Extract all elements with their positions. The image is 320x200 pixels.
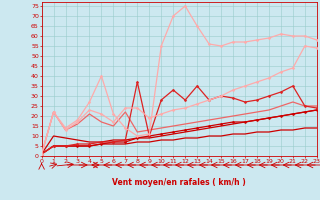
X-axis label: Vent moyen/en rafales ( km/h ): Vent moyen/en rafales ( km/h ) xyxy=(112,178,246,187)
